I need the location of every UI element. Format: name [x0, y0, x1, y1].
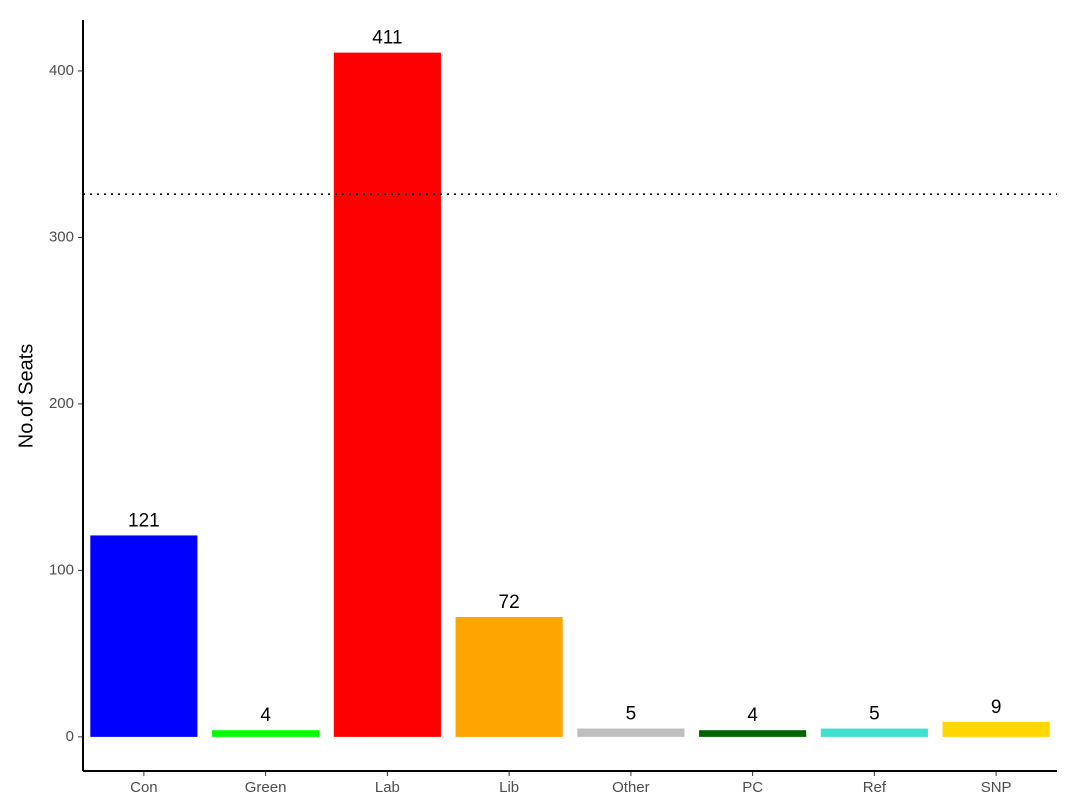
bar — [942, 721, 1050, 737]
x-tick-label: Ref — [863, 779, 887, 796]
x-tick-label: Lib — [499, 779, 519, 796]
bar — [577, 728, 685, 737]
x-tick-label: Con — [130, 779, 158, 796]
x-tick-label: SNP — [981, 779, 1012, 796]
y-tick-label: 200 — [49, 395, 74, 412]
y-tick-label: 100 — [49, 561, 74, 578]
data-label: 411 — [372, 28, 402, 49]
data-label: 4 — [747, 705, 758, 726]
bar — [699, 730, 807, 737]
y-axis-title: No.of Seats — [15, 344, 37, 449]
bar — [455, 617, 563, 737]
x-tick-label: Lab — [375, 779, 400, 796]
y-tick-label: 400 — [49, 62, 74, 79]
x-tick-label: PC — [742, 779, 763, 796]
data-label: 72 — [499, 592, 520, 613]
data-label: 5 — [626, 704, 637, 725]
bar — [212, 730, 320, 737]
bar — [90, 535, 198, 737]
data-label: 121 — [128, 510, 160, 531]
data-label: 4 — [260, 705, 271, 726]
data-label: 5 — [869, 704, 880, 725]
y-tick-label: 0 — [66, 728, 74, 745]
y-tick-label: 300 — [49, 228, 74, 245]
data-label: 9 — [991, 697, 1002, 718]
bar — [333, 52, 441, 737]
x-tick-label: Other — [612, 779, 650, 796]
x-tick-label: Green — [245, 779, 287, 796]
bar — [820, 728, 928, 737]
